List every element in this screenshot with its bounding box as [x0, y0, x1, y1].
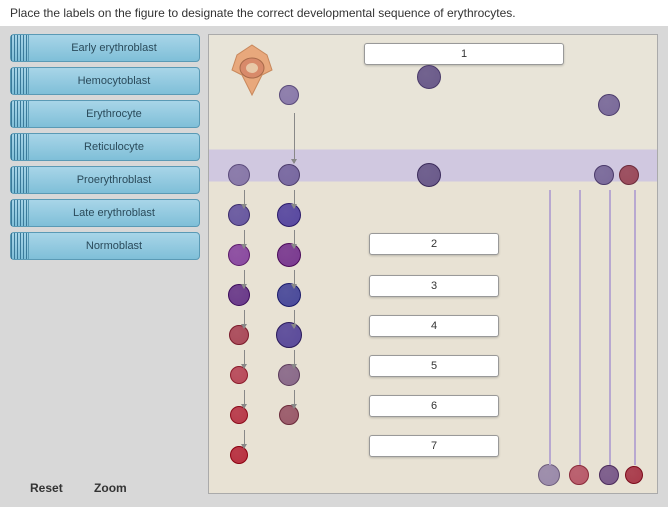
arrow-down-icon [294, 310, 295, 328]
dropzone-2[interactable]: 2 [369, 233, 499, 255]
grip-icon [11, 167, 29, 193]
arrow-down-icon [294, 230, 295, 248]
arrow-down-icon [294, 113, 295, 163]
cell-icon [625, 466, 643, 484]
lineage-line [609, 190, 611, 465]
cell-icon [277, 203, 301, 227]
cell-icon [278, 164, 300, 186]
dropzone-6[interactable]: 6 [369, 395, 499, 417]
main-area: Early erythroblast Hemocytoblast Erythro… [0, 26, 668, 502]
figure-area: 1 2 3 4 5 6 7 [208, 34, 658, 494]
label-text: Late erythroblast [29, 207, 199, 219]
grip-icon [11, 101, 29, 127]
cell-icon [417, 65, 441, 89]
cell-icon [276, 322, 302, 348]
label-late-erythroblast[interactable]: Late erythroblast [10, 199, 200, 227]
label-text: Reticulocyte [29, 141, 199, 153]
grip-icon [11, 200, 29, 226]
cell-icon [538, 464, 560, 486]
controls: Reset Zoom [30, 481, 155, 495]
zoom-button[interactable]: Zoom [94, 481, 127, 495]
cell-icon [277, 243, 301, 267]
reset-button[interactable]: Reset [30, 481, 63, 495]
cell-icon [228, 164, 250, 186]
grip-icon [11, 233, 29, 259]
arrow-down-icon [244, 430, 245, 448]
label-erythrocyte[interactable]: Erythrocyte [10, 100, 200, 128]
grip-icon [11, 134, 29, 160]
cell-icon [619, 165, 639, 185]
question-text: Place the labels on the figure to design… [0, 0, 668, 26]
label-proerythroblast[interactable]: Proerythroblast [10, 166, 200, 194]
arrow-down-icon [244, 230, 245, 248]
lineage-line [549, 190, 551, 465]
label-bank: Early erythroblast Hemocytoblast Erythro… [10, 34, 200, 494]
arrow-down-icon [294, 390, 295, 408]
lineage-line [579, 190, 581, 465]
cell-icon [569, 465, 589, 485]
cell-icon [277, 283, 301, 307]
label-hemocytoblast[interactable]: Hemocytoblast [10, 67, 200, 95]
cell-icon [599, 465, 619, 485]
label-text: Normoblast [29, 240, 199, 252]
arrow-down-icon [294, 190, 295, 208]
cell-icon [279, 85, 299, 105]
arrow-down-icon [244, 390, 245, 408]
arrow-down-icon [244, 350, 245, 368]
dropzone-5[interactable]: 5 [369, 355, 499, 377]
arrow-down-icon [294, 270, 295, 288]
label-text: Early erythroblast [29, 42, 199, 54]
dropzone-3[interactable]: 3 [369, 275, 499, 297]
arrow-down-icon [244, 310, 245, 328]
dropzone-1[interactable]: 1 [364, 43, 564, 65]
bone-icon [217, 40, 287, 100]
label-early-erythroblast[interactable]: Early erythroblast [10, 34, 200, 62]
grip-icon [11, 35, 29, 61]
label-text: Erythrocyte [29, 108, 199, 120]
cell-icon [417, 163, 441, 187]
arrow-down-icon [244, 190, 245, 208]
label-text: Proerythroblast [29, 174, 199, 186]
dropzone-4[interactable]: 4 [369, 315, 499, 337]
cell-icon [598, 94, 620, 116]
dropzone-7[interactable]: 7 [369, 435, 499, 457]
grip-icon [11, 68, 29, 94]
label-text: Hemocytoblast [29, 75, 199, 87]
lineage-line [634, 190, 636, 465]
cell-icon [594, 165, 614, 185]
label-reticulocyte[interactable]: Reticulocyte [10, 133, 200, 161]
label-normoblast[interactable]: Normoblast [10, 232, 200, 260]
arrow-down-icon [244, 270, 245, 288]
arrow-down-icon [294, 350, 295, 368]
